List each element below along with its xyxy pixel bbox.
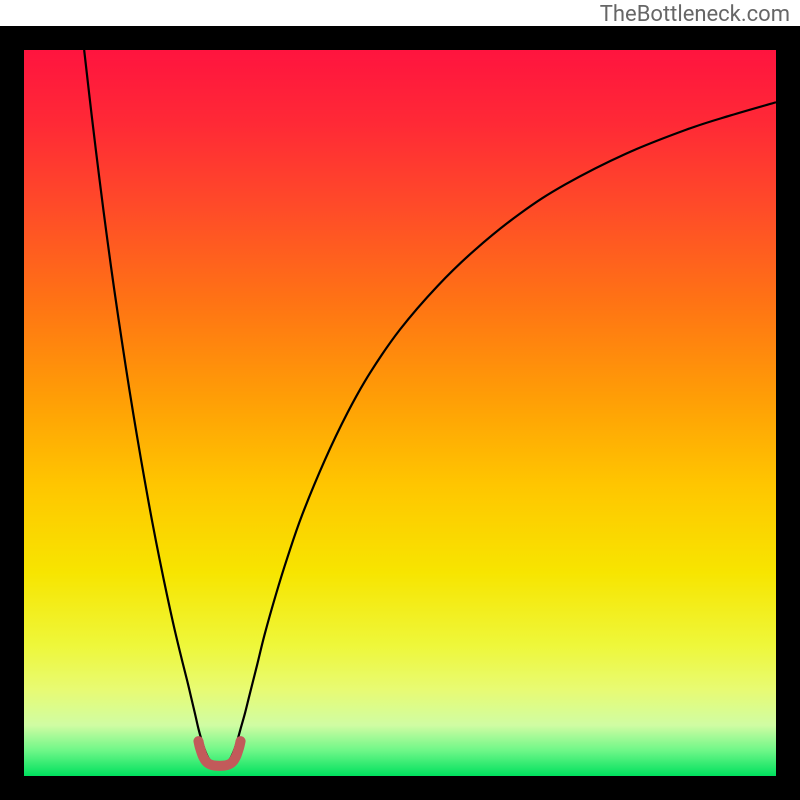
trough-marker	[198, 741, 240, 766]
bottleneck-curve-line	[84, 50, 776, 763]
chart-container: TheBottleneck.com	[0, 0, 800, 800]
watermark-text: TheBottleneck.com	[600, 2, 790, 27]
curve-layer	[24, 50, 776, 776]
plot-area	[24, 50, 776, 776]
